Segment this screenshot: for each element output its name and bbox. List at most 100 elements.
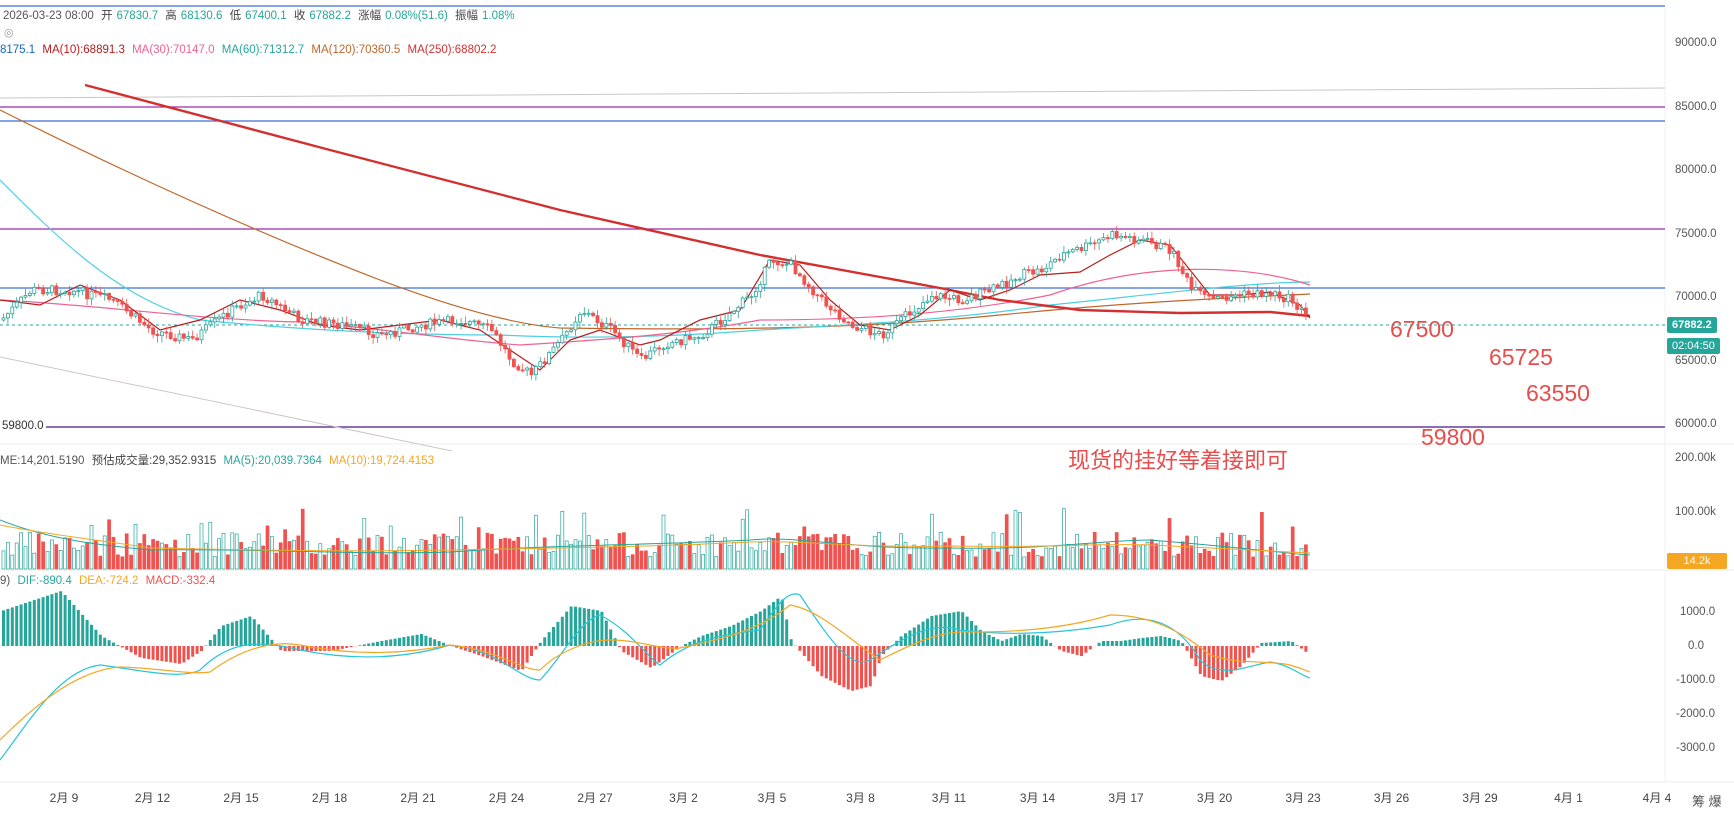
annotation-63550[interactable]: 63550 bbox=[1526, 380, 1590, 406]
annotation-59800[interactable]: 59800 bbox=[1421, 424, 1485, 450]
volume-bar bbox=[362, 517, 367, 570]
candle bbox=[820, 294, 824, 298]
candle bbox=[296, 310, 301, 323]
macd-bar bbox=[569, 606, 573, 646]
candle bbox=[208, 321, 213, 326]
macd-bar bbox=[1190, 646, 1193, 659]
candle bbox=[76, 290, 81, 293]
candle bbox=[1185, 273, 1189, 278]
volume-bar bbox=[349, 551, 353, 570]
candle bbox=[133, 313, 138, 317]
candle bbox=[560, 334, 565, 344]
candle bbox=[578, 314, 582, 323]
trendline-gray-top[interactable] bbox=[0, 87, 1666, 99]
volume-bar bbox=[512, 540, 516, 570]
price-axis-label: 75000.0 bbox=[1675, 228, 1717, 240]
macd-bar bbox=[530, 646, 533, 656]
candle bbox=[124, 303, 129, 312]
macd-bar bbox=[1062, 646, 1066, 652]
volume-bar bbox=[1154, 543, 1159, 570]
macd-bar bbox=[1286, 641, 1290, 646]
candle bbox=[494, 330, 499, 336]
candlestick-series[interactable] bbox=[1, 225, 1308, 381]
volume-bar bbox=[965, 550, 969, 570]
candle bbox=[1167, 244, 1172, 254]
candle bbox=[23, 295, 28, 298]
volume-bar bbox=[987, 547, 991, 570]
macd-bar bbox=[688, 641, 692, 646]
macd-bar bbox=[961, 612, 965, 646]
candle bbox=[1084, 242, 1088, 252]
macd-bar bbox=[939, 614, 943, 646]
macd-bar bbox=[640, 646, 643, 663]
candle bbox=[828, 305, 833, 311]
macd-bar bbox=[829, 646, 833, 681]
annotation-65725[interactable]: 65725 bbox=[1489, 344, 1553, 370]
macd-bar bbox=[499, 646, 503, 664]
candle bbox=[94, 290, 98, 294]
candle bbox=[551, 346, 556, 353]
candle bbox=[190, 336, 195, 339]
date-axis-label: 3月 5 bbox=[757, 791, 787, 805]
macd-bar bbox=[587, 608, 591, 646]
volume-bar bbox=[441, 533, 446, 570]
candle bbox=[974, 294, 978, 300]
macd-bar bbox=[1110, 641, 1114, 646]
volume-bar bbox=[622, 532, 626, 570]
candle bbox=[1092, 242, 1097, 245]
macd-bar bbox=[662, 646, 665, 660]
macd-bar bbox=[604, 620, 608, 646]
macd-bar bbox=[129, 646, 133, 653]
candle bbox=[278, 304, 283, 307]
volume-series[interactable] bbox=[1, 508, 1308, 570]
volume-bar bbox=[265, 525, 270, 570]
trendline-gray-bottom[interactable] bbox=[0, 356, 453, 452]
macd-bar bbox=[948, 613, 951, 646]
annotation-note[interactable]: 现货的挂好等着接即可 bbox=[1068, 448, 1289, 473]
candle bbox=[1242, 290, 1247, 297]
macd-bar bbox=[1159, 636, 1163, 646]
volume-bar bbox=[507, 538, 512, 570]
macd-bar bbox=[904, 633, 907, 646]
macd-bar bbox=[521, 646, 525, 670]
macd-bar bbox=[200, 646, 203, 651]
volume-bar bbox=[1198, 553, 1203, 570]
price-axis-label: 60000.0 bbox=[1675, 418, 1717, 430]
corner-tools[interactable]: 筹 爆 bbox=[1692, 794, 1722, 809]
volume-bar bbox=[749, 547, 754, 570]
candle bbox=[740, 297, 745, 308]
volume-bar bbox=[551, 550, 556, 570]
macd-bar bbox=[120, 646, 124, 648]
macd-bar bbox=[710, 632, 714, 646]
candle bbox=[732, 310, 736, 314]
annotation-67500[interactable]: 67500 bbox=[1390, 316, 1454, 342]
macd-bar bbox=[772, 602, 775, 646]
candle bbox=[815, 294, 820, 297]
candle bbox=[379, 332, 384, 335]
volume-bar bbox=[371, 550, 375, 570]
candle bbox=[247, 300, 252, 306]
candle bbox=[1119, 235, 1123, 239]
macd-bar bbox=[393, 638, 397, 646]
volume-bar bbox=[1268, 546, 1273, 570]
eye-icon[interactable]: ◎ bbox=[4, 27, 14, 39]
volume-bar bbox=[173, 539, 177, 570]
candle bbox=[1150, 238, 1154, 244]
macd-bar bbox=[657, 646, 661, 663]
macd-dea-line bbox=[0, 604, 1311, 741]
volume-bar bbox=[1119, 553, 1123, 570]
macd-bar bbox=[15, 605, 19, 646]
candle bbox=[692, 337, 697, 340]
candle bbox=[798, 273, 802, 277]
candle bbox=[305, 318, 310, 325]
candle bbox=[1079, 247, 1084, 252]
volume-bar bbox=[454, 536, 459, 570]
candle bbox=[754, 290, 758, 298]
candle bbox=[569, 329, 573, 332]
macd-bar bbox=[103, 637, 107, 646]
candle bbox=[736, 306, 741, 312]
volume-bar bbox=[1101, 547, 1106, 570]
volume-bar bbox=[1044, 547, 1049, 570]
candle bbox=[283, 304, 288, 312]
